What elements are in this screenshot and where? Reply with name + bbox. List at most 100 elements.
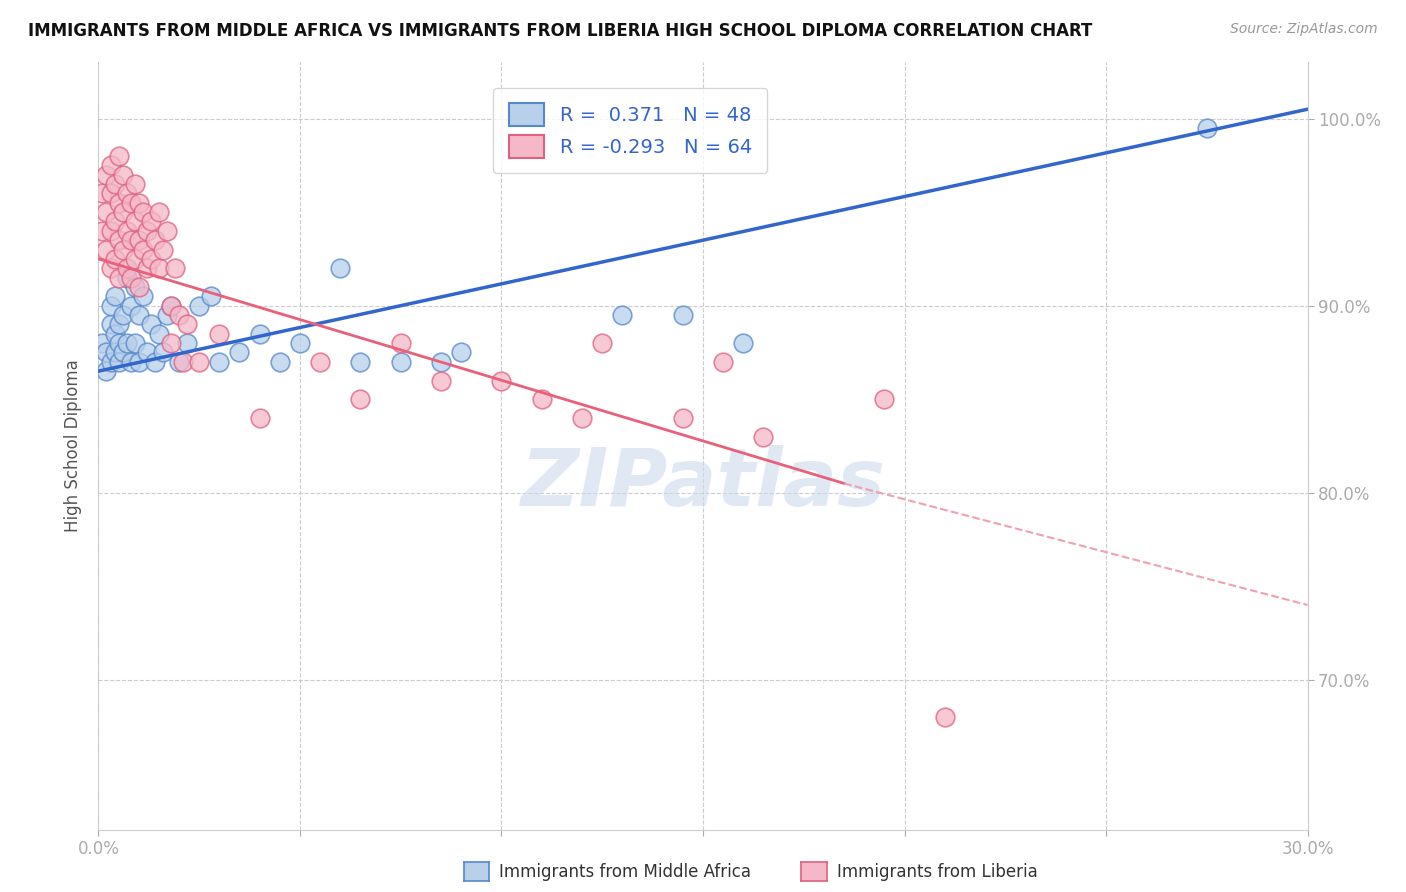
Point <box>107 270 129 285</box>
Text: IMMIGRANTS FROM MIDDLE AFRICA VS IMMIGRANTS FROM LIBERIA HIGH SCHOOL DIPLOMA COR: IMMIGRANTS FROM MIDDLE AFRICA VS IMMIGRA… <box>28 22 1092 40</box>
Point <box>163 261 186 276</box>
Point <box>132 205 155 219</box>
Point <box>111 345 134 359</box>
Point <box>100 186 122 201</box>
Point <box>96 205 118 219</box>
Point <box>176 336 198 351</box>
Point <box>111 308 134 322</box>
Point <box>160 299 183 313</box>
Point <box>152 345 174 359</box>
Point <box>120 299 142 313</box>
Point <box>672 411 695 425</box>
Point <box>124 252 146 266</box>
Point <box>107 318 129 332</box>
Point <box>172 355 194 369</box>
Point <box>148 205 170 219</box>
Point <box>934 710 956 724</box>
Point <box>733 336 755 351</box>
Point <box>100 299 122 313</box>
Point <box>530 392 553 407</box>
Point <box>200 289 222 303</box>
Y-axis label: High School Diploma: High School Diploma <box>65 359 83 533</box>
Text: ZIPatlas: ZIPatlas <box>520 445 886 524</box>
Point <box>139 214 162 228</box>
Point <box>249 411 271 425</box>
Point <box>107 233 129 247</box>
Point <box>873 392 896 407</box>
Point <box>100 355 122 369</box>
Point <box>167 308 190 322</box>
Point <box>111 243 134 257</box>
Point <box>349 392 371 407</box>
Point <box>288 336 311 351</box>
Point <box>115 336 138 351</box>
Point <box>329 261 352 276</box>
Point <box>124 280 146 294</box>
Point <box>103 177 125 191</box>
Point <box>389 355 412 369</box>
Point <box>228 345 250 359</box>
Point <box>1195 120 1218 135</box>
Point <box>96 345 118 359</box>
Point <box>91 224 114 238</box>
Point <box>309 355 332 369</box>
Point <box>752 430 775 444</box>
Point <box>672 308 695 322</box>
Point <box>349 355 371 369</box>
Point <box>111 168 134 182</box>
Point <box>115 270 138 285</box>
Point <box>107 355 129 369</box>
Point <box>100 224 122 238</box>
Point <box>430 374 453 388</box>
Point <box>491 374 513 388</box>
Point <box>160 299 183 313</box>
Point <box>148 326 170 341</box>
Point <box>100 158 122 172</box>
Point <box>115 261 138 276</box>
Point <box>124 214 146 228</box>
Point <box>176 318 198 332</box>
Point <box>143 355 166 369</box>
Point <box>156 308 179 322</box>
Point <box>156 224 179 238</box>
Point <box>120 270 142 285</box>
Point <box>91 336 114 351</box>
Point <box>128 308 150 322</box>
Point <box>128 355 150 369</box>
Point <box>124 336 146 351</box>
Point <box>612 308 634 322</box>
Point <box>111 205 134 219</box>
Legend: R =  0.371   N = 48, R = -0.293   N = 64: R = 0.371 N = 48, R = -0.293 N = 64 <box>494 87 768 173</box>
Point <box>128 280 150 294</box>
Point <box>103 214 125 228</box>
Point <box>135 261 157 276</box>
Point <box>96 168 118 182</box>
Point <box>103 345 125 359</box>
Point <box>96 364 118 378</box>
Point <box>132 289 155 303</box>
Point <box>107 149 129 163</box>
Point <box>152 243 174 257</box>
Point <box>208 326 231 341</box>
Point <box>100 261 122 276</box>
Point <box>167 355 190 369</box>
Point <box>91 186 114 201</box>
Point <box>124 177 146 191</box>
Point <box>591 336 613 351</box>
Point <box>103 326 125 341</box>
Text: Source: ZipAtlas.com: Source: ZipAtlas.com <box>1230 22 1378 37</box>
Point <box>103 252 125 266</box>
Point <box>115 186 138 201</box>
Point <box>103 289 125 303</box>
Point <box>96 243 118 257</box>
Text: Immigrants from Liberia: Immigrants from Liberia <box>837 863 1038 881</box>
Point <box>571 411 593 425</box>
Point <box>139 252 162 266</box>
Text: Immigrants from Middle Africa: Immigrants from Middle Africa <box>499 863 751 881</box>
Point <box>143 233 166 247</box>
Point <box>100 318 122 332</box>
Point <box>430 355 453 369</box>
Point <box>249 326 271 341</box>
Point <box>269 355 291 369</box>
Point <box>450 345 472 359</box>
